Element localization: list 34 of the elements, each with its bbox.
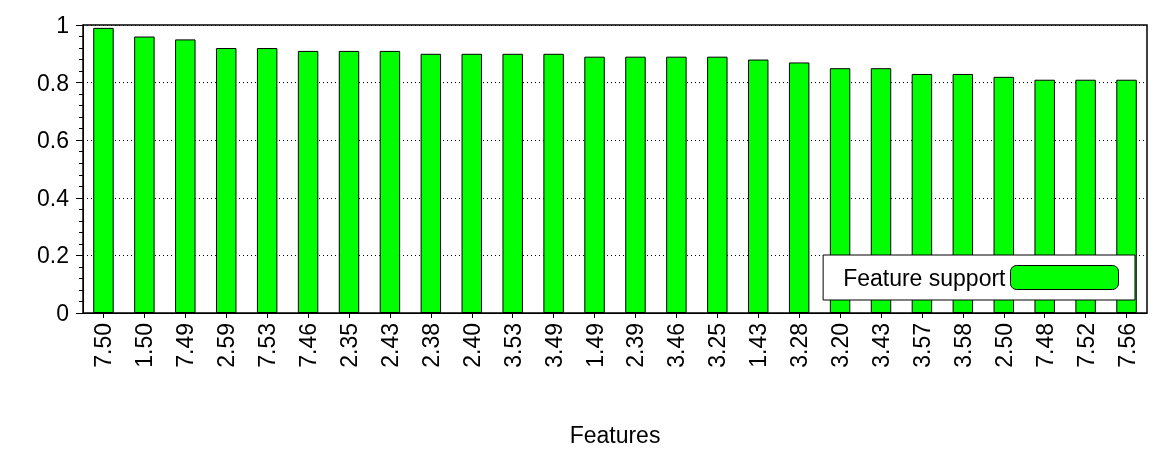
x-tick-label: 2.38 [417,323,444,368]
x-tick-label: 7.56 [1113,323,1140,368]
x-tick-label: 1.49 [581,323,608,368]
x-tick-label: 3.43 [868,323,894,368]
x-tick-label: 3.46 [663,323,690,368]
x-tick-label: 2.43 [376,323,403,368]
y-tick-label: 0.8 [37,69,69,96]
legend-label: Feature support [843,264,1007,291]
x-tick-label: 3.58 [949,323,976,368]
y-tick-label: 0 [56,300,69,326]
y-tick-label: 1 [56,12,69,38]
x-tick-label: 1.43 [745,323,772,368]
y-tick-label: 0.4 [37,184,70,211]
y-tick-label: 0.2 [37,242,69,269]
x-axis-title: Features [569,421,661,448]
x-tick-label: 1.50 [131,323,158,368]
x-tick-label: 2.40 [458,323,485,368]
x-tick-label: 2.50 [990,323,1017,368]
x-tick-label: 7.52 [1072,323,1099,368]
x-tick-label: 7.48 [1031,323,1058,368]
x-tick-label: 3.25 [704,323,731,368]
x-tick-label: 3.57 [908,323,935,368]
x-tick-label: 3.20 [827,323,854,368]
x-tick-label: 3.28 [786,323,813,368]
x-tick-label: 3.53 [499,323,526,368]
x-tick-label: 2.59 [213,323,240,368]
y-tick-label: 0.6 [37,127,69,154]
x-tick-label: 7.53 [254,323,281,368]
x-tick-label: 3.49 [540,323,567,368]
x-tick-label: 2.39 [622,323,649,368]
x-tick-label: 7.49 [172,323,199,368]
x-tick-label: 7.46 [295,323,322,368]
x-tick-label: 7.50 [90,323,117,368]
x-tick-label: 2.35 [336,323,362,368]
